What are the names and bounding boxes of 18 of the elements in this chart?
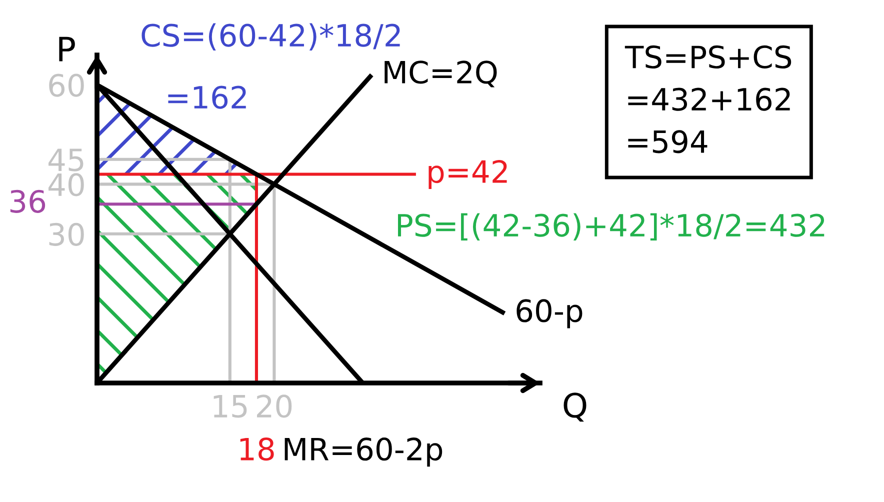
series-label: 60-p — [516, 299, 582, 328]
x-tick-label: 20 — [257, 394, 292, 418]
series-label: p=42 — [428, 160, 507, 190]
series-label: 36 — [10, 190, 46, 213]
annotation: =162 — [168, 86, 246, 109]
x-axis-title: Q — [564, 392, 586, 422]
text: MR=60-2p — [284, 438, 442, 467]
annotation: PS=[(42-36)+42]*18/2=432 — [398, 213, 824, 240]
series-label: MC=2Q — [384, 60, 497, 88]
x-tick-label: 15 — [214, 395, 247, 418]
y-tick-label: 60 — [49, 74, 84, 97]
text: CS=(60-42)*18/2 — [142, 23, 400, 50]
y-tick-label: 45 — [48, 148, 84, 172]
y-tick-label: 40 — [48, 173, 84, 196]
text: TS=PS+CS =432+162 =594 — [624, 45, 792, 154]
y-axis-title: P — [59, 36, 75, 62]
y-tick-label: 30 — [49, 222, 84, 246]
series-label: 18 — [240, 438, 274, 461]
